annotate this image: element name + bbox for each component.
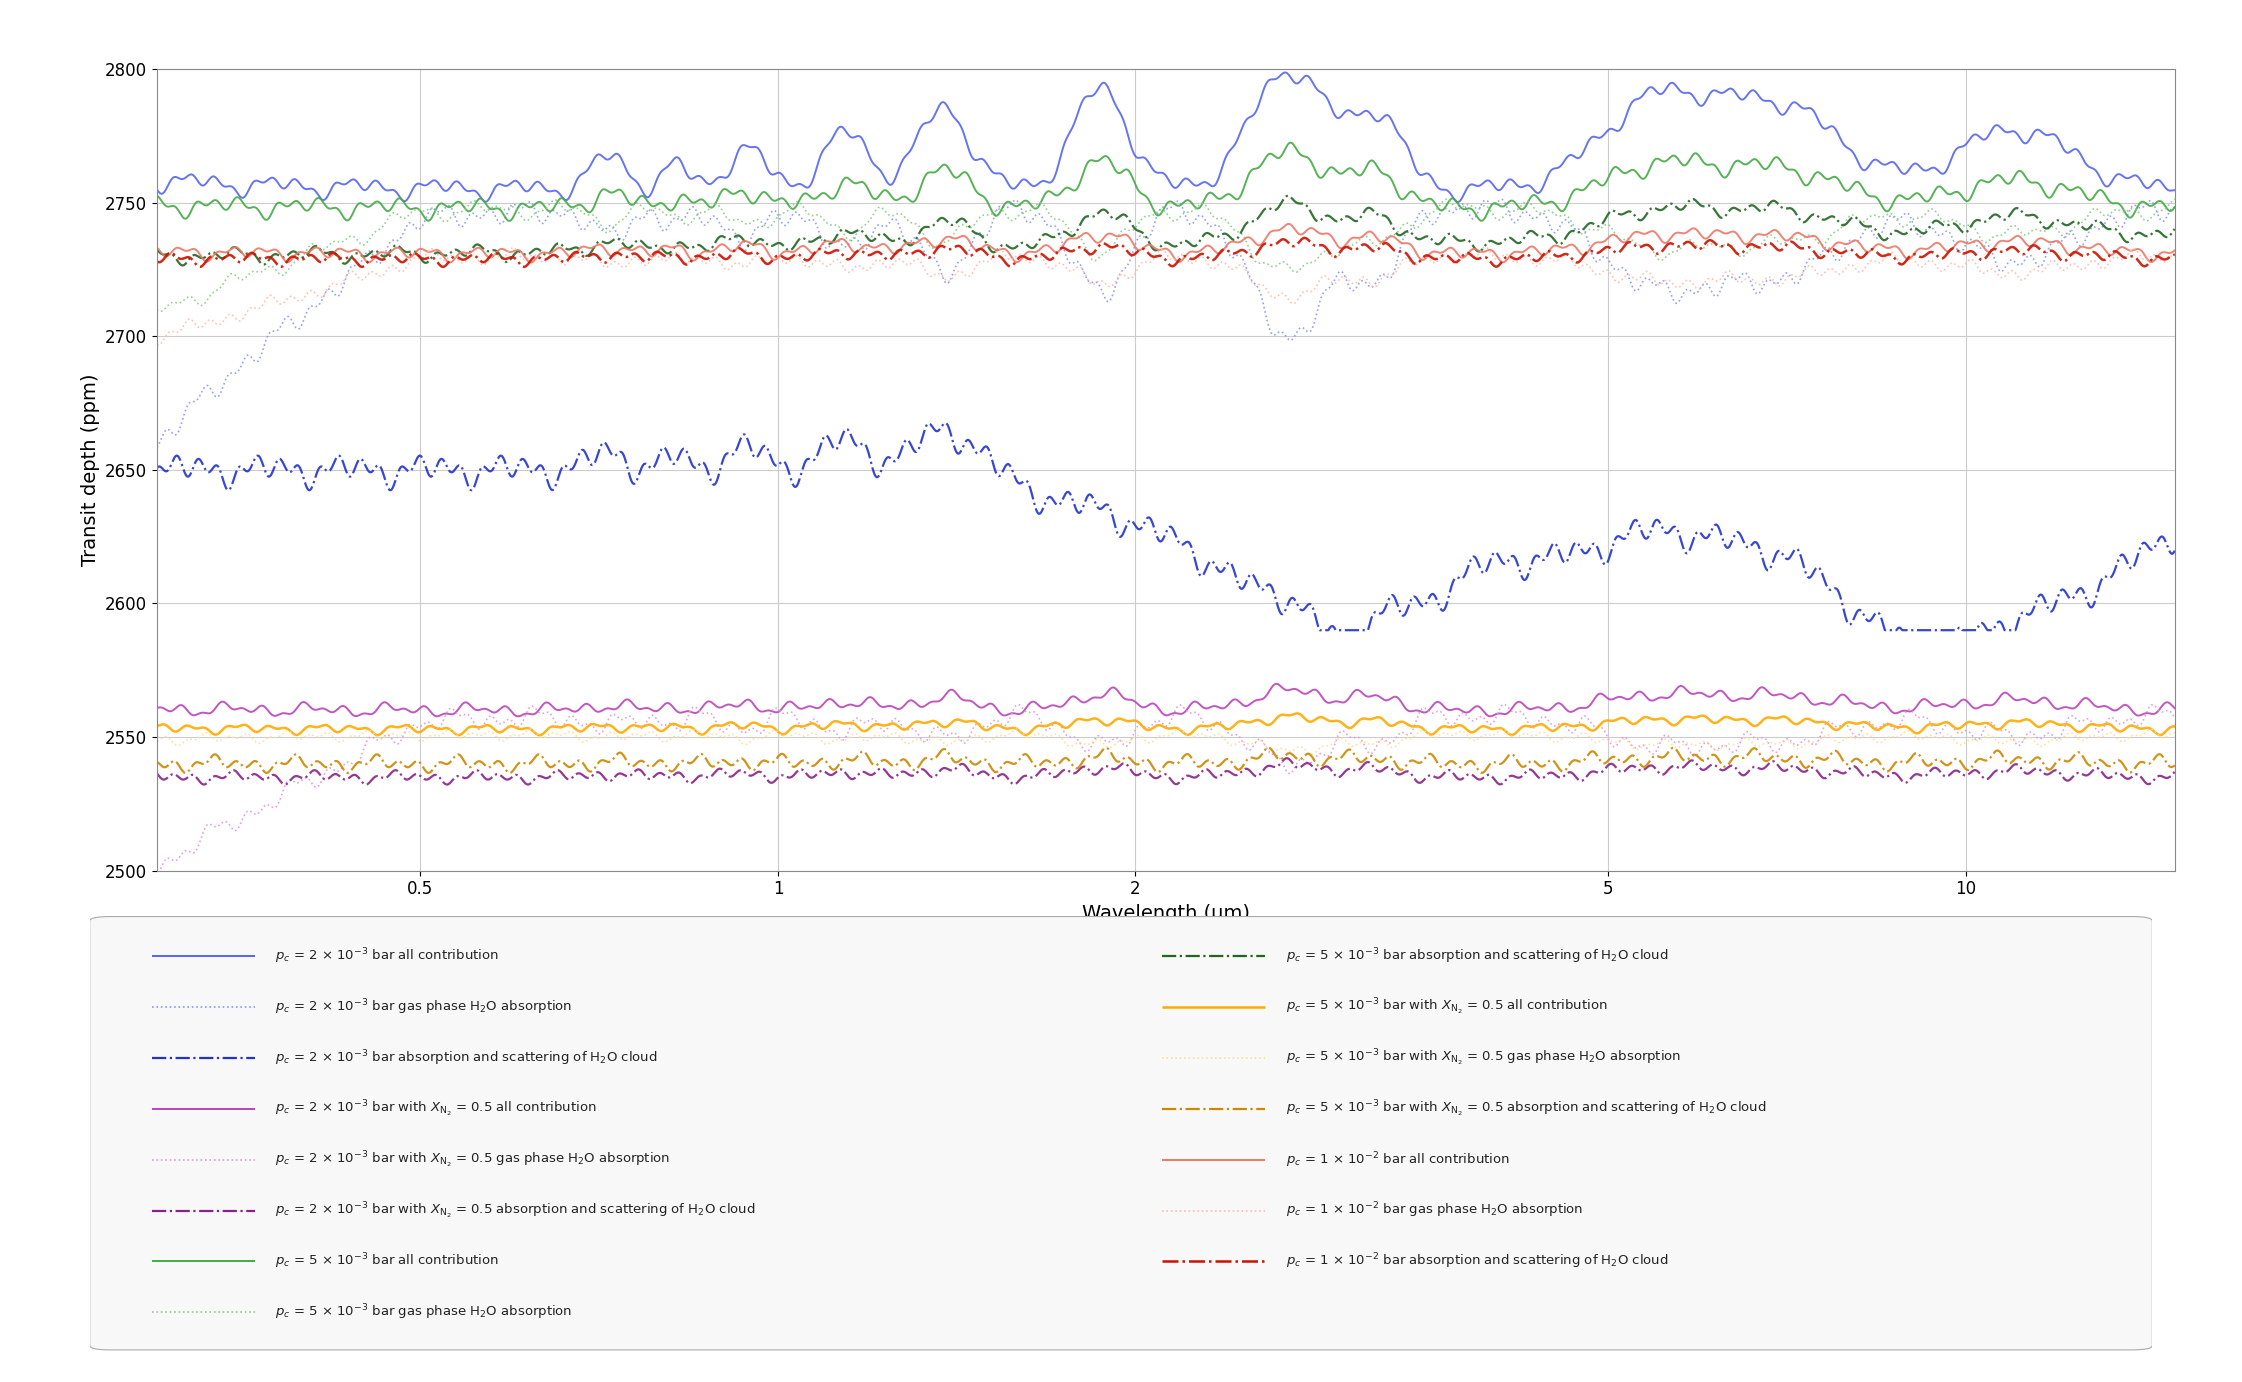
Text: $p_c$ = 5 × 10$^{-3}$ bar with $X_{\mathrm{N}_2}$ = 0.5 absorption and scatterin: $p_c$ = 5 × 10$^{-3}$ bar with $X_{\math… — [1287, 1099, 1767, 1119]
Text: $p_c$ = 5 × 10$^{-3}$ bar all contribution: $p_c$ = 5 × 10$^{-3}$ bar all contributi… — [276, 1252, 500, 1271]
Text: $p_c$ = 1 × 10$^{-2}$ bar absorption and scattering of H$_2$O cloud: $p_c$ = 1 × 10$^{-2}$ bar absorption and… — [1287, 1252, 1668, 1271]
Text: $p_c$ = 5 × 10$^{-3}$ bar absorption and scattering of H$_2$O cloud: $p_c$ = 5 × 10$^{-3}$ bar absorption and… — [1287, 947, 1668, 966]
X-axis label: Wavelength (μm): Wavelength (μm) — [1083, 904, 1249, 923]
Y-axis label: Transit depth (ppm): Transit depth (ppm) — [81, 373, 99, 567]
Text: $p_c$ = 2 × 10$^{-3}$ bar with $X_{\mathrm{N}_2}$ = 0.5 all contribution: $p_c$ = 2 × 10$^{-3}$ bar with $X_{\math… — [276, 1099, 596, 1119]
Text: $p_c$ = 5 × 10$^{-3}$ bar with $X_{\mathrm{N}_2}$ = 0.5 all contribution: $p_c$ = 5 × 10$^{-3}$ bar with $X_{\math… — [1287, 998, 1608, 1017]
Text: $p_c$ = 1 × 10$^{-2}$ bar gas phase H$_2$O absorption: $p_c$ = 1 × 10$^{-2}$ bar gas phase H$_2… — [1287, 1201, 1583, 1220]
Text: $p_c$ = 2 × 10$^{-3}$ bar with $X_{\mathrm{N}_2}$ = 0.5 absorption and scatterin: $p_c$ = 2 × 10$^{-3}$ bar with $X_{\math… — [276, 1201, 756, 1220]
Text: $p_c$ = 2 × 10$^{-3}$ bar all contribution: $p_c$ = 2 × 10$^{-3}$ bar all contributi… — [276, 947, 500, 966]
FancyBboxPatch shape — [90, 916, 2152, 1350]
Text: $p_c$ = 5 × 10$^{-3}$ bar gas phase H$_2$O absorption: $p_c$ = 5 × 10$^{-3}$ bar gas phase H$_2… — [276, 1303, 572, 1323]
Text: $p_c$ = 1 × 10$^{-2}$ bar all contribution: $p_c$ = 1 × 10$^{-2}$ bar all contributi… — [1287, 1150, 1509, 1169]
Text: $p_c$ = 2 × 10$^{-3}$ bar gas phase H$_2$O absorption: $p_c$ = 2 × 10$^{-3}$ bar gas phase H$_2… — [276, 998, 572, 1017]
Text: $p_c$ = 5 × 10$^{-3}$ bar with $X_{\mathrm{N}_2}$ = 0.5 gas phase H$_2$O absorpt: $p_c$ = 5 × 10$^{-3}$ bar with $X_{\math… — [1287, 1048, 1682, 1068]
Text: $p_c$ = 2 × 10$^{-3}$ bar absorption and scattering of H$_2$O cloud: $p_c$ = 2 × 10$^{-3}$ bar absorption and… — [276, 1049, 657, 1068]
Text: $p_c$ = 2 × 10$^{-3}$ bar with $X_{\mathrm{N}_2}$ = 0.5 gas phase H$_2$O absorpt: $p_c$ = 2 × 10$^{-3}$ bar with $X_{\math… — [276, 1150, 670, 1169]
